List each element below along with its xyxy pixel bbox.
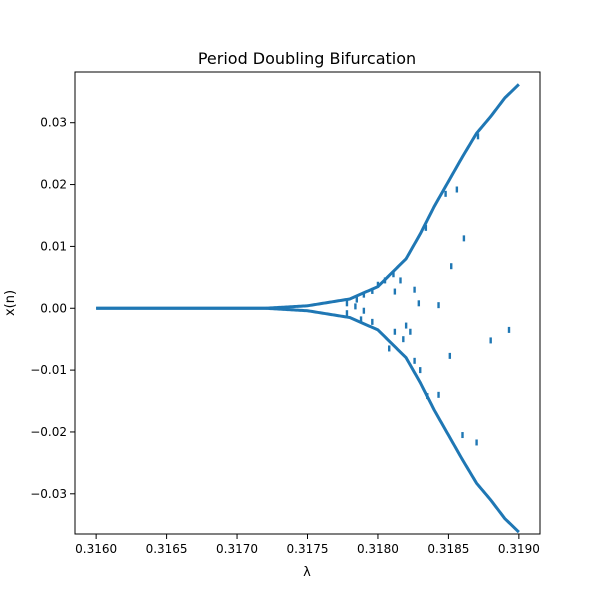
x-tick-label: 0.3170 xyxy=(216,542,258,556)
y-tick-label: −0.01 xyxy=(30,363,67,377)
scatter-point xyxy=(383,277,387,284)
scatter-point xyxy=(355,296,359,303)
scatter-point xyxy=(448,352,452,359)
x-axis-ticks: 0.3160 0.3165 0.3170 0.3175 0.3180 0.3185 0.31… xyxy=(75,534,540,556)
scatter-point xyxy=(371,318,374,325)
y-tick-label: 0.01 xyxy=(40,239,67,253)
scatter-point xyxy=(444,190,447,197)
scatter-point xyxy=(413,286,416,293)
upper-branch-points xyxy=(96,83,520,310)
x-tick-label: 0.3190 xyxy=(498,542,540,556)
scatter-point xyxy=(393,328,397,335)
scatter-point xyxy=(388,345,391,352)
scatter-point xyxy=(362,307,366,314)
x-tick-label: 0.3160 xyxy=(75,542,117,556)
scatter-point xyxy=(362,291,366,298)
scatter-points xyxy=(96,83,520,534)
y-axis-label: x(n) xyxy=(3,290,18,316)
scatter-point xyxy=(371,287,374,294)
scatter-point xyxy=(426,393,429,400)
scatter-point xyxy=(424,224,428,231)
y-axis-ticks: 0.03 0.02 0.01 0.00 −0.01 −0.02 −0.03 xyxy=(30,116,75,501)
lower-branch-points xyxy=(96,306,520,534)
scatter-point xyxy=(437,391,440,398)
scatter-point xyxy=(404,322,408,329)
scatter-point xyxy=(413,357,416,364)
scatter-point xyxy=(507,326,511,333)
scatter-point xyxy=(409,328,412,335)
x-tick-label: 0.3180 xyxy=(357,542,399,556)
y-tick-label: −0.02 xyxy=(30,425,67,439)
scatter-point xyxy=(376,281,380,288)
scatter-point xyxy=(345,310,349,317)
x-tick-label: 0.3165 xyxy=(146,542,188,556)
y-tick-label: 0.03 xyxy=(40,116,67,130)
scatter-point xyxy=(450,263,453,270)
scatter-point xyxy=(354,303,357,310)
x-tick-label: 0.3175 xyxy=(287,542,329,556)
scatter-point xyxy=(419,367,422,374)
y-tick-label: 0.02 xyxy=(40,178,67,192)
x-axis-label: λ xyxy=(303,565,311,580)
scatter-point xyxy=(393,288,397,295)
x-tick-label: 0.3185 xyxy=(427,542,469,556)
scatter-point xyxy=(461,432,464,439)
scatter-point xyxy=(359,316,363,323)
scatter-point xyxy=(475,439,478,446)
scatter-point xyxy=(392,271,395,278)
scatter-point xyxy=(402,336,405,343)
scatter-point xyxy=(462,235,466,242)
chart-title: Period Doubling Bifurcation xyxy=(198,49,416,68)
scatter-point xyxy=(455,186,459,193)
y-tick-label: 0.00 xyxy=(40,301,67,315)
scatter-point xyxy=(489,337,492,344)
scatter-point xyxy=(476,133,480,140)
scatter-point xyxy=(399,277,402,284)
scatter-point xyxy=(437,302,440,309)
y-tick-label: −0.03 xyxy=(30,487,67,501)
scatter-point xyxy=(345,300,349,307)
scatter-point xyxy=(417,300,421,307)
